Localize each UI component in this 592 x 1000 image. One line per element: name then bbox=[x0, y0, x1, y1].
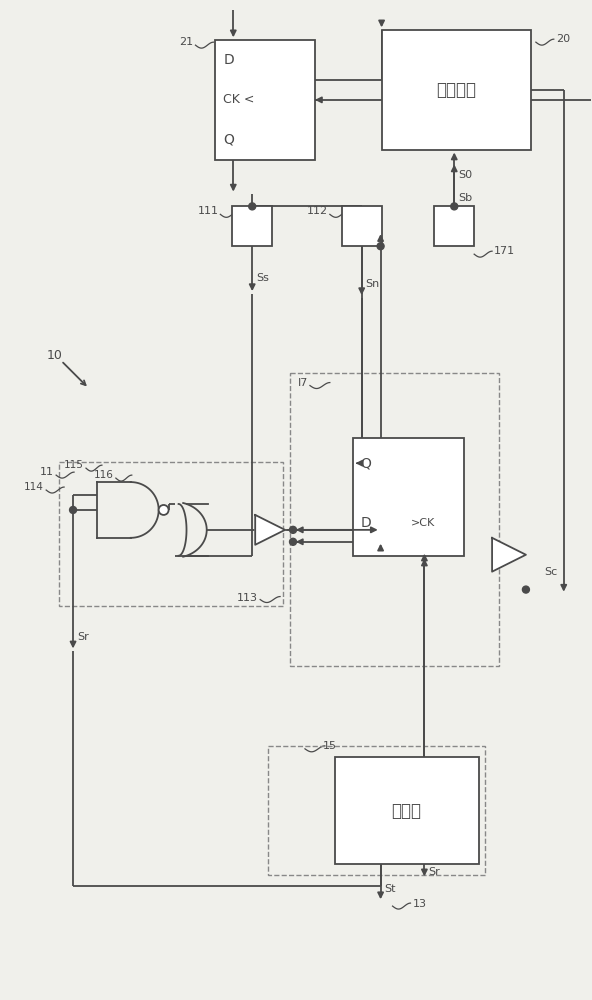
Text: 20: 20 bbox=[556, 34, 570, 44]
Text: 11: 11 bbox=[40, 467, 54, 477]
Text: 114: 114 bbox=[24, 482, 44, 492]
Text: 电动夹爪: 电动夹爪 bbox=[436, 81, 476, 99]
Text: I7: I7 bbox=[298, 378, 308, 388]
Text: Q: Q bbox=[361, 456, 372, 470]
Text: 113: 113 bbox=[237, 593, 258, 603]
Text: 15: 15 bbox=[323, 741, 337, 751]
Text: St: St bbox=[385, 884, 396, 894]
Text: D: D bbox=[361, 516, 371, 530]
Text: S0: S0 bbox=[458, 170, 472, 180]
Text: 116: 116 bbox=[94, 470, 114, 480]
Circle shape bbox=[249, 203, 256, 210]
Polygon shape bbox=[255, 515, 285, 545]
Bar bbox=[353, 438, 464, 556]
Bar bbox=[435, 206, 474, 246]
Circle shape bbox=[377, 243, 384, 250]
Bar bbox=[290, 373, 499, 666]
Text: Sc: Sc bbox=[544, 567, 557, 577]
Text: Sr: Sr bbox=[429, 867, 440, 877]
Circle shape bbox=[289, 526, 297, 533]
Circle shape bbox=[70, 506, 76, 513]
Bar bbox=[268, 746, 485, 875]
Bar bbox=[335, 757, 479, 864]
Text: >CK: >CK bbox=[410, 518, 435, 528]
Circle shape bbox=[159, 505, 169, 515]
Text: 21: 21 bbox=[179, 37, 194, 47]
Text: 计时器: 计时器 bbox=[391, 802, 422, 820]
Circle shape bbox=[289, 538, 297, 545]
Text: D: D bbox=[223, 53, 234, 67]
Text: CK <: CK < bbox=[223, 93, 255, 106]
Circle shape bbox=[522, 586, 529, 593]
Text: 112: 112 bbox=[307, 206, 328, 216]
Text: 111: 111 bbox=[197, 206, 218, 216]
Text: Sb: Sb bbox=[458, 193, 472, 203]
Text: 115: 115 bbox=[64, 460, 84, 470]
Text: Ss: Ss bbox=[256, 273, 269, 283]
Text: 171: 171 bbox=[494, 246, 515, 256]
Bar bbox=[59, 462, 283, 606]
Text: 13: 13 bbox=[413, 899, 426, 909]
Text: Q: Q bbox=[223, 133, 234, 147]
Bar bbox=[232, 206, 272, 246]
Text: 10: 10 bbox=[46, 349, 62, 362]
Circle shape bbox=[451, 203, 458, 210]
Text: Sr: Sr bbox=[77, 632, 89, 642]
Bar bbox=[382, 30, 531, 150]
Bar bbox=[342, 206, 382, 246]
Text: Sn: Sn bbox=[366, 279, 380, 289]
Bar bbox=[215, 40, 315, 160]
Polygon shape bbox=[492, 538, 526, 572]
